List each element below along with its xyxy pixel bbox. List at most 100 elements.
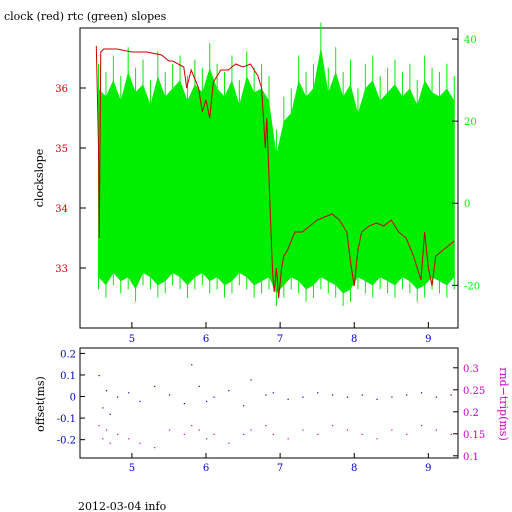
bottom-x-tick-label: 9 — [425, 463, 431, 474]
rtt-point — [102, 438, 104, 440]
offset-point — [317, 392, 319, 394]
rtt-point — [376, 438, 378, 440]
rtt-point — [346, 429, 349, 431]
offset-point — [272, 392, 274, 394]
offset-point — [128, 392, 130, 394]
top-y-tick-label: 36 — [55, 84, 68, 95]
offset-point — [168, 394, 171, 396]
bottom-x-tick-label: 8 — [351, 463, 357, 474]
rtt-point — [228, 442, 230, 444]
rtt-point — [272, 433, 274, 435]
bottom-x-tick-label: 6 — [203, 463, 209, 474]
bottom-y-tick-label: 0.2 — [60, 349, 76, 360]
offset-point — [420, 392, 423, 394]
bottom-plot-frame — [79, 347, 459, 459]
rtt-point — [250, 429, 252, 431]
offset-point — [206, 400, 208, 403]
bottom-y-tick-label: -0.2 — [57, 436, 76, 447]
rtt-point — [361, 433, 363, 435]
rtt-point — [302, 429, 304, 431]
rtt-point — [265, 425, 267, 427]
offset-point — [265, 394, 267, 396]
offset-point — [287, 398, 289, 400]
rtt-point — [435, 429, 437, 431]
top-x-tick-label: 5 — [129, 334, 135, 345]
rtt-point — [450, 433, 452, 435]
offset-point — [391, 396, 393, 398]
bottom-panel: 5 6 7 8 9 -0.2 -0.1 0 0.1 0.2 0.1 0.15 0.2 0.25 0.3 of… — [34, 347, 510, 474]
offset-point — [406, 394, 408, 396]
top-x-tick-label: 9 — [425, 334, 431, 345]
offset-point — [191, 364, 193, 366]
offset-point — [109, 413, 111, 415]
chart-title: clock (red) rtc (green) slopes — [4, 10, 167, 23]
offset-point — [332, 394, 334, 396]
offset-point — [361, 394, 363, 396]
rtt-point — [332, 425, 334, 427]
bottom-y2-tick-label: 0.1 — [463, 452, 479, 463]
rtt-point — [139, 442, 141, 444]
rtt-point — [206, 438, 208, 440]
top-y2-tick-label: 0 — [464, 199, 470, 210]
offset-point — [117, 396, 119, 398]
top-y-tick-label: 33 — [55, 264, 68, 275]
clock-series-line — [95, 45, 455, 299]
top-plot-frame — [79, 27, 459, 329]
offset-point — [213, 396, 215, 398]
top-ylabel: clockslope — [33, 149, 46, 207]
bottom-x-tick-label: 5 — [129, 463, 135, 474]
bottom-y2label: rnd−trip(ms) — [497, 367, 510, 441]
offset-point — [376, 398, 378, 400]
top-panel: 5 6 7 8 9 33 34 35 36 -20 0 20 40 clockslope — [33, 22, 480, 345]
offset-point — [435, 396, 437, 398]
offset-point — [228, 390, 230, 392]
top-y-tick-label: 34 — [55, 204, 68, 215]
top-x-tick-label: 8 — [351, 334, 357, 345]
rtt-point — [317, 433, 319, 435]
rtt-point — [109, 442, 111, 444]
rtt-point — [168, 429, 171, 431]
rtc-series — [98, 22, 455, 306]
rtt-point — [105, 429, 108, 431]
rtt-point — [128, 438, 130, 440]
rtt-point — [213, 433, 215, 435]
bottom-y-tick-label: 0.1 — [60, 371, 76, 382]
bottom-y2-tick-label: 0.3 — [463, 364, 479, 375]
offset-point — [450, 394, 452, 396]
rtt-point — [243, 433, 245, 435]
rtt-point — [391, 429, 393, 431]
offset-point — [139, 400, 141, 403]
rtt-point — [191, 425, 193, 427]
offset-point — [250, 379, 252, 381]
top-x-tick-label: 6 — [203, 334, 209, 345]
top-y2-tick-label: -20 — [464, 281, 480, 292]
rtt-point — [198, 429, 200, 431]
rtt-point — [406, 433, 408, 435]
bottom-y-tick-label: 0 — [70, 393, 76, 404]
rtt-point — [183, 433, 185, 435]
bottom-y2-tick-label: 0.2 — [463, 408, 479, 419]
bottom-y-tick-label: -0.1 — [57, 414, 76, 425]
offset-point — [243, 405, 245, 407]
bottom-x-tick-label: 7 — [277, 463, 283, 474]
offset-point — [154, 385, 156, 387]
top-x-tick-label: 7 — [277, 334, 283, 345]
top-y2-tick-label: 40 — [464, 35, 477, 46]
offset-point — [302, 396, 304, 398]
offset-point — [102, 407, 104, 409]
offset-point — [105, 390, 108, 392]
rtt-point — [98, 425, 100, 427]
bottom-y2-tick-label: 0.15 — [463, 430, 485, 441]
offset-point — [98, 374, 100, 377]
rtt-point — [420, 425, 423, 427]
bottom-ylabel: offset(ms) — [34, 376, 47, 432]
date-label: 2012-03-04 info — [78, 500, 167, 512]
offset-point — [198, 385, 200, 387]
offset-point — [346, 396, 349, 398]
offset-point — [183, 403, 185, 405]
scatter-points — [98, 364, 452, 449]
rtt-point — [154, 447, 156, 449]
top-y-tick-label: 35 — [55, 144, 68, 155]
rtt-point — [117, 433, 119, 435]
